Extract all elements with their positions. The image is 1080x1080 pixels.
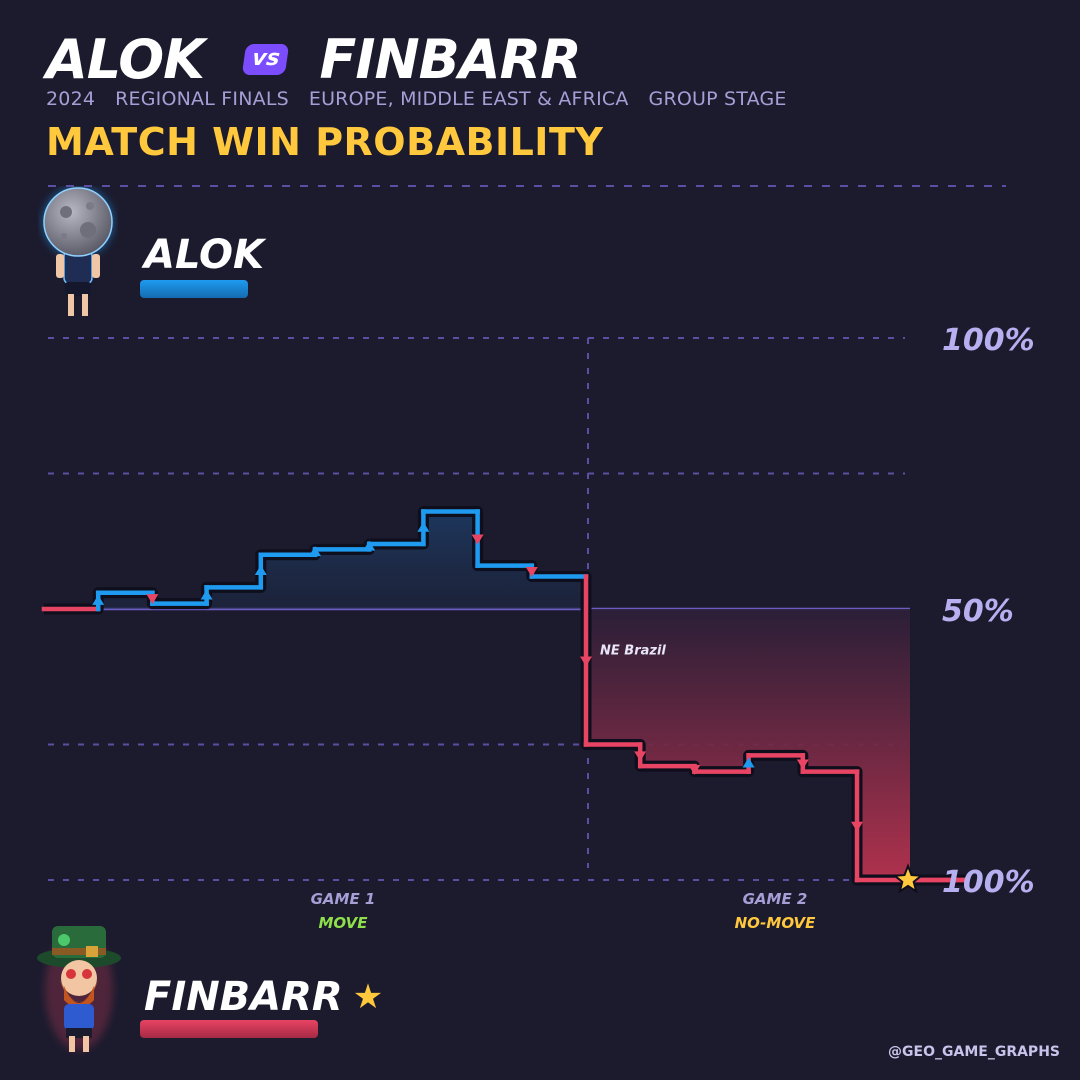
subtitle-event: REGIONAL FINALS bbox=[115, 88, 289, 110]
swing-down-marker bbox=[580, 656, 592, 667]
subtitle-region: EUROPE, MIDDLE EAST & AFRICA bbox=[308, 88, 629, 110]
swing-down-marker bbox=[851, 821, 863, 832]
title-player1: ALOK bbox=[46, 27, 205, 91]
swing-up-marker bbox=[200, 589, 213, 600]
game-label: GAME 1 bbox=[311, 890, 376, 908]
swing-up-marker bbox=[309, 546, 321, 557]
alok-advantage-area bbox=[44, 511, 966, 609]
player1-name: ALOK bbox=[144, 232, 265, 278]
y-tick-label: 100% bbox=[942, 865, 1035, 900]
win-probability-chart: NE Brazil 100% 50% 100% GAME 1 MOVE GAME 2 NO-M… bbox=[41, 185, 1035, 930]
player2-name: FINBARR bbox=[144, 974, 343, 1020]
swing-down-marker bbox=[471, 534, 484, 545]
winner-star-icon bbox=[892, 863, 924, 894]
swing-up-marker bbox=[742, 757, 755, 768]
match-subtitle: 2024 REGIONAL FINALS EUROPE, MIDDLE EAST… bbox=[46, 88, 787, 110]
swing-down-marker bbox=[796, 759, 809, 770]
game-mode-label: MOVE bbox=[319, 914, 369, 930]
swing-down-marker bbox=[525, 567, 538, 578]
y-tick-label: 100% bbox=[942, 323, 1035, 358]
swing-up-marker bbox=[254, 565, 267, 576]
game-label: GAME 2 bbox=[743, 890, 808, 908]
chart-title: MATCH WIN PROBABILITY bbox=[46, 120, 604, 164]
player2-label: FINBARR ★ bbox=[144, 974, 383, 1020]
round-annotation: NE Brazil bbox=[600, 643, 666, 658]
subtitle-year: 2024 bbox=[46, 88, 96, 110]
swing-down-marker bbox=[146, 594, 159, 605]
title-player2: FINBARR bbox=[319, 27, 581, 91]
swing-down-marker bbox=[634, 751, 647, 762]
player2-color-bar bbox=[140, 1020, 318, 1038]
credit-handle: @GEO_GAME_GRAPHS bbox=[888, 1044, 1060, 1060]
swing-down-marker bbox=[688, 764, 701, 775]
swing-up-marker bbox=[363, 540, 376, 551]
player1-avatar bbox=[42, 186, 114, 316]
match-title: ALOK vs FINBARR bbox=[46, 26, 582, 92]
swing-up-marker bbox=[92, 594, 105, 605]
vs-badge: vs bbox=[241, 43, 290, 75]
finbarr-advantage-area bbox=[44, 609, 966, 880]
subtitle-stage: GROUP STAGE bbox=[648, 88, 787, 110]
y-tick-label: 50% bbox=[942, 594, 1014, 629]
player2-avatar bbox=[37, 926, 121, 1052]
player1-color-bar bbox=[140, 280, 248, 298]
swing-up-marker bbox=[417, 521, 430, 532]
winner-star-icon: ★ bbox=[352, 977, 384, 1017]
game-mode-label: NO-MOVE bbox=[735, 914, 817, 930]
